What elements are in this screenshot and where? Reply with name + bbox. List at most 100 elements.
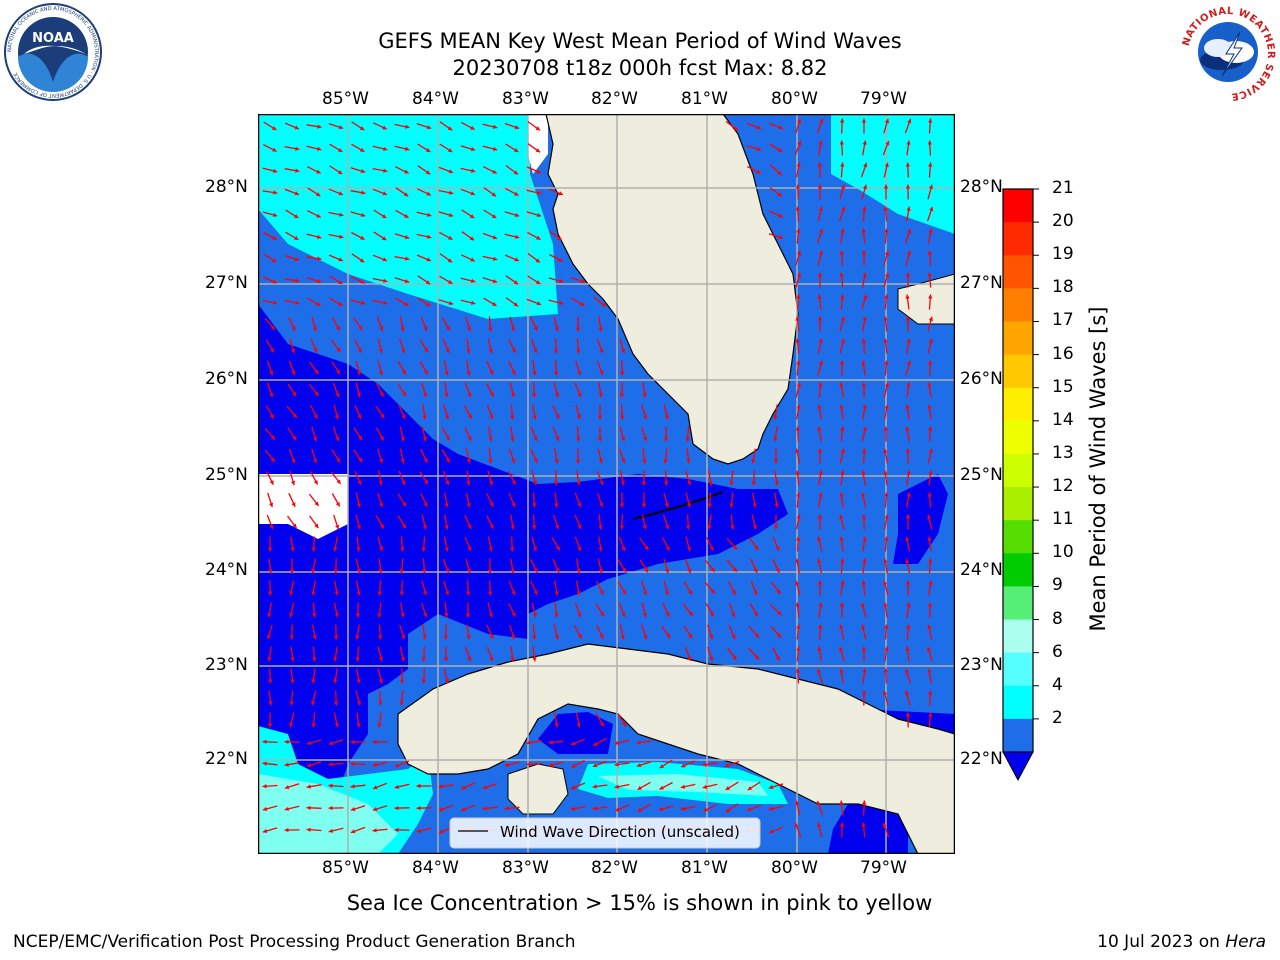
wind-wave-arrowhead: [515, 234, 520, 239]
wind-wave-arrowhead: [884, 118, 890, 124]
wind-wave-arrowhead: [884, 228, 889, 233]
wind-wave-arrowhead: [883, 690, 888, 696]
wind-wave-arrowhead: [467, 524, 472, 529]
wind-wave-arrowhead: [360, 279, 365, 284]
wind-wave-arrowhead: [378, 370, 383, 376]
wind-wave-arrowhead: [598, 393, 603, 398]
wind-wave-arrowhead: [270, 325, 275, 330]
wind-wave-arrowhead: [643, 436, 648, 442]
ocean-light-ne: [831, 114, 955, 234]
wind-wave-arrowhead: [492, 279, 498, 284]
nws-logo: NATIONAL WEATHER SERVICE: [1181, 5, 1276, 102]
wind-wave-arrowhead: [316, 213, 321, 218]
wind-wave-arrowhead: [262, 761, 267, 766]
lat-label-right: 28°N: [960, 177, 1003, 197]
wind-wave-arrowhead: [336, 369, 341, 375]
lon-label-top: 81°W: [681, 89, 728, 109]
wind-wave-arrowhead: [756, 169, 761, 174]
wind-wave-arrowhead: [469, 214, 475, 219]
wind-wave-arrowhead: [747, 786, 753, 790]
lon-label-bottom: 79°W: [860, 858, 907, 878]
wind-wave-arrowhead: [928, 470, 933, 475]
wind-wave-arrowhead: [861, 822, 866, 827]
wind-wave-arrowhead: [535, 126, 541, 131]
wind-wave-arrowhead: [445, 348, 450, 353]
wind-wave-arrowhead: [818, 206, 823, 211]
wind-wave-arrowhead: [884, 492, 889, 497]
wind-wave-arrowhead: [906, 206, 911, 211]
wind-wave-arrowhead: [840, 470, 845, 475]
lat-label-left: 27°N: [205, 273, 248, 293]
wind-wave-arrowhead: [399, 569, 404, 574]
wind-wave-arrowhead: [818, 470, 823, 475]
wind-wave-arrowhead: [350, 761, 355, 766]
wind-wave-arrowhead: [372, 739, 377, 745]
wind-wave-arrowhead: [885, 141, 890, 146]
wind-wave-arrowhead: [535, 258, 540, 263]
wind-wave-arrowhead: [447, 148, 453, 152]
wind-wave-arrowhead: [401, 480, 406, 485]
wind-wave-arrowhead: [818, 250, 823, 255]
wind-wave-arrowhead: [927, 382, 932, 387]
wind-wave-arrowhead: [269, 480, 274, 485]
wind-wave-arrowhead: [840, 162, 845, 167]
lat-label-right: 25°N: [960, 465, 1003, 485]
wind-wave-arrowhead: [488, 437, 493, 442]
wind-wave-arrowhead: [580, 279, 586, 284]
colorbar-band: [1003, 189, 1033, 223]
wind-wave-arrowhead: [273, 190, 278, 195]
wind-wave-arrowhead: [818, 360, 823, 366]
wind-wave-arrowhead: [777, 192, 782, 197]
wind-wave-arrowhead: [356, 700, 361, 706]
wind-wave-arrowhead: [795, 338, 800, 343]
wind-wave-arrowhead: [466, 458, 471, 464]
wind-wave-arrowhead: [377, 591, 382, 596]
wind-wave-arrowhead: [379, 436, 384, 441]
wind-wave-arrowhead: [754, 655, 760, 660]
wind-wave-arrowhead: [404, 146, 410, 151]
wind-wave-arrowhead: [510, 437, 515, 442]
wind-wave-arrowhead: [268, 591, 273, 596]
wind-wave-arrowhead: [400, 327, 405, 332]
lon-label-top: 85°W: [322, 89, 369, 109]
wind-wave-arrowhead: [614, 740, 620, 745]
wind-wave-arrowhead: [753, 568, 758, 573]
wind-wave-arrowhead: [311, 723, 316, 728]
graticule: [258, 114, 955, 854]
arrow-legend: Wind Wave Direction (unscaled): [449, 817, 761, 849]
wind-wave-arrowhead: [262, 828, 268, 833]
wind-wave-arrowhead: [839, 382, 844, 387]
wind-wave-arrowhead: [383, 168, 388, 173]
wind-wave-arrowhead: [883, 316, 888, 321]
wind-wave-arrowhead: [862, 668, 867, 673]
wind-wave-arrowhead: [510, 657, 515, 662]
wind-wave-arrowhead: [488, 612, 493, 618]
wind-wave-arrowhead: [687, 656, 692, 661]
colorbar-band: [1003, 586, 1033, 621]
wind-wave-arrowhead: [907, 228, 912, 234]
wind-wave-arrowhead: [488, 327, 493, 332]
wind-wave-arrowhead: [356, 503, 361, 508]
wind-wave-arrowhead: [558, 278, 564, 284]
wind-wave-arrowhead: [284, 762, 289, 767]
wind-wave-arrowhead: [399, 591, 404, 596]
wind-wave-arrowhead: [394, 806, 399, 811]
wind-wave-arrowhead: [862, 206, 867, 211]
wind-wave-arrowhead: [686, 502, 691, 508]
wind-wave-arrowhead: [754, 633, 759, 638]
wind-wave-arrowhead: [862, 316, 867, 321]
wind-wave-arrowhead: [315, 192, 321, 197]
colorbar-tick-label: 13: [1052, 442, 1074, 463]
wind-wave-arrowhead: [471, 168, 476, 173]
wind-wave-arrowhead: [555, 546, 560, 551]
wind-wave-arrowhead: [399, 701, 404, 706]
colorbar-tick-label: 17: [1052, 310, 1074, 331]
wind-wave-arrowhead: [290, 547, 295, 552]
wind-wave-arrowhead: [284, 806, 289, 811]
wind-wave-arrowhead: [270, 347, 274, 353]
wind-wave-arrowhead: [338, 125, 344, 130]
wind-wave-arrowhead: [466, 503, 471, 508]
wind-wave-arrowhead: [927, 404, 932, 409]
wind-wave-arrowhead: [688, 633, 693, 639]
wind-wave-arrowhead: [928, 228, 933, 233]
